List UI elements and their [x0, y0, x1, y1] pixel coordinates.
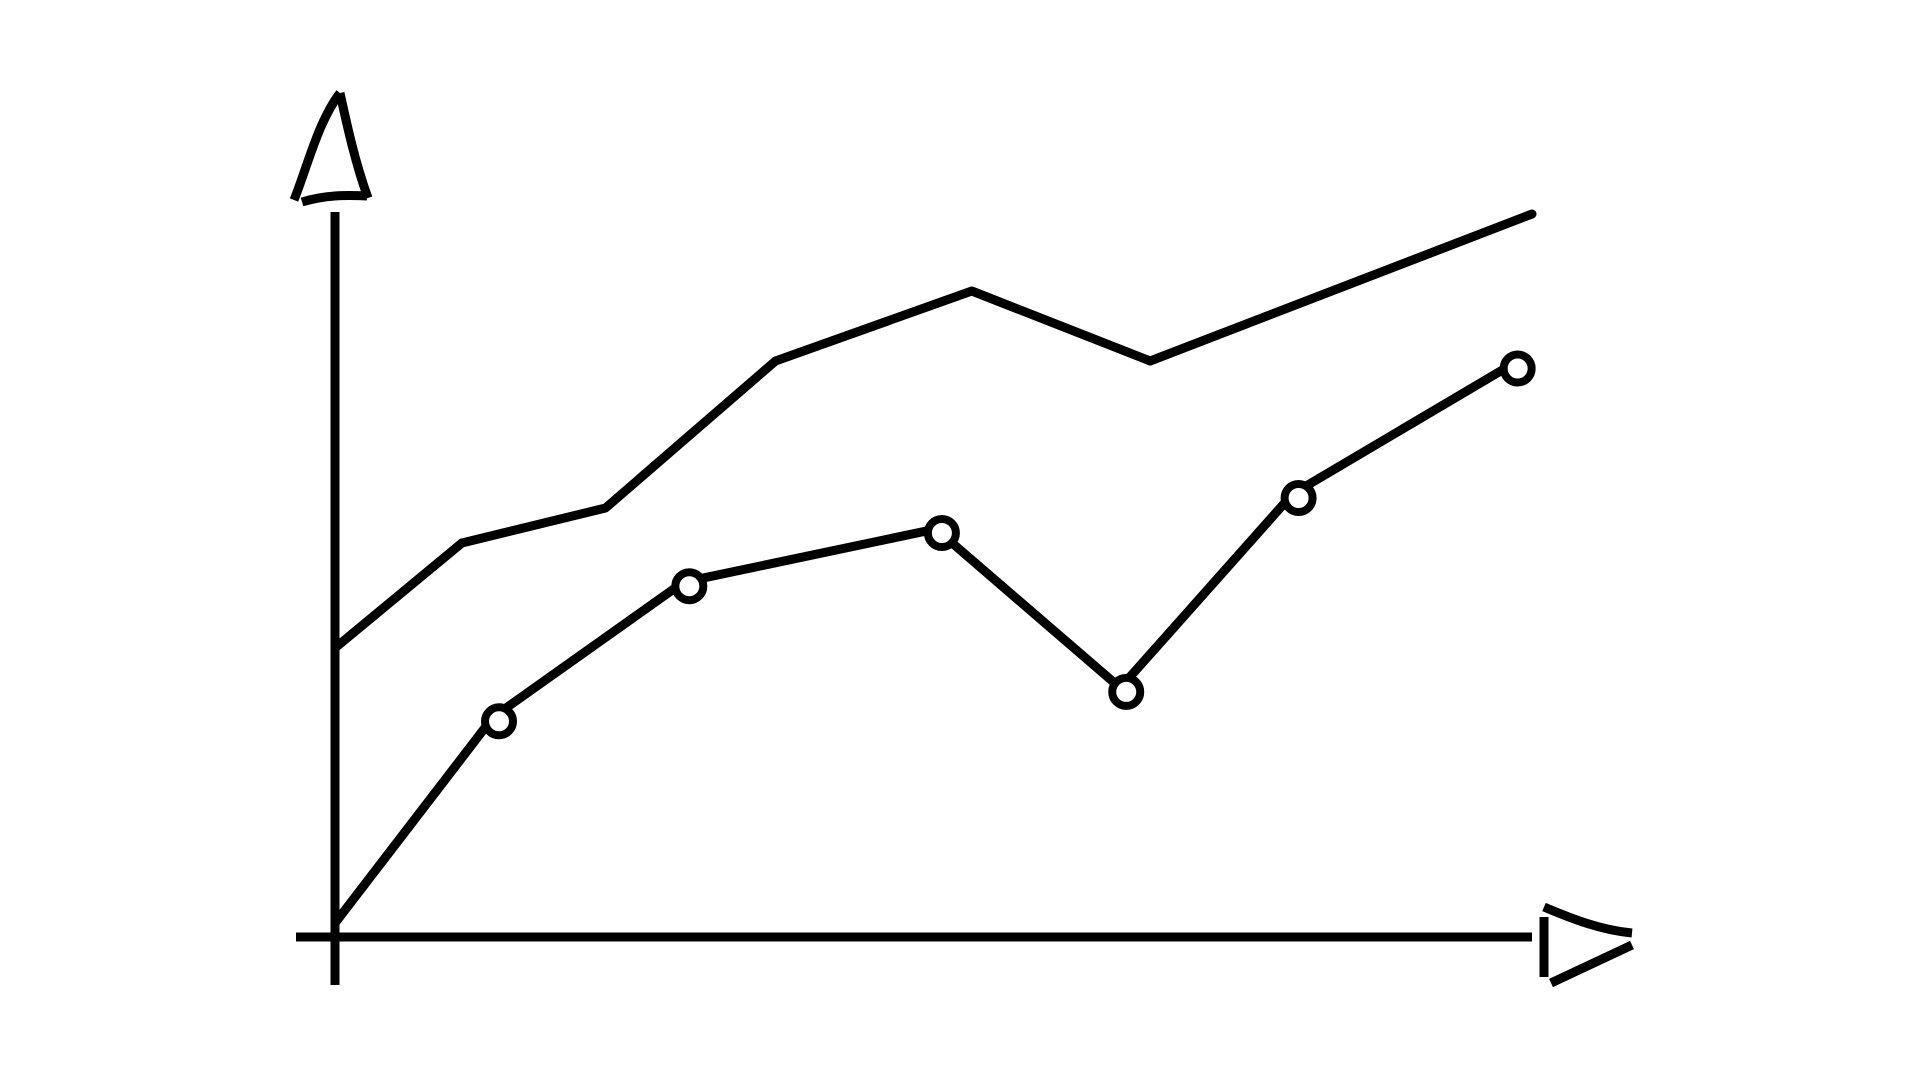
line [330, 209, 1537, 653]
y-axis-arrow [289, 90, 373, 207]
point-marker [1108, 673, 1145, 710]
axes [289, 90, 1634, 988]
point-marker [1280, 480, 1317, 516]
point-marker [481, 703, 518, 740]
point-marker [671, 568, 708, 605]
point-marker [923, 515, 960, 551]
point-marker [1499, 350, 1536, 387]
line [330, 360, 1517, 928]
x-axis-arrow [1539, 902, 1634, 988]
